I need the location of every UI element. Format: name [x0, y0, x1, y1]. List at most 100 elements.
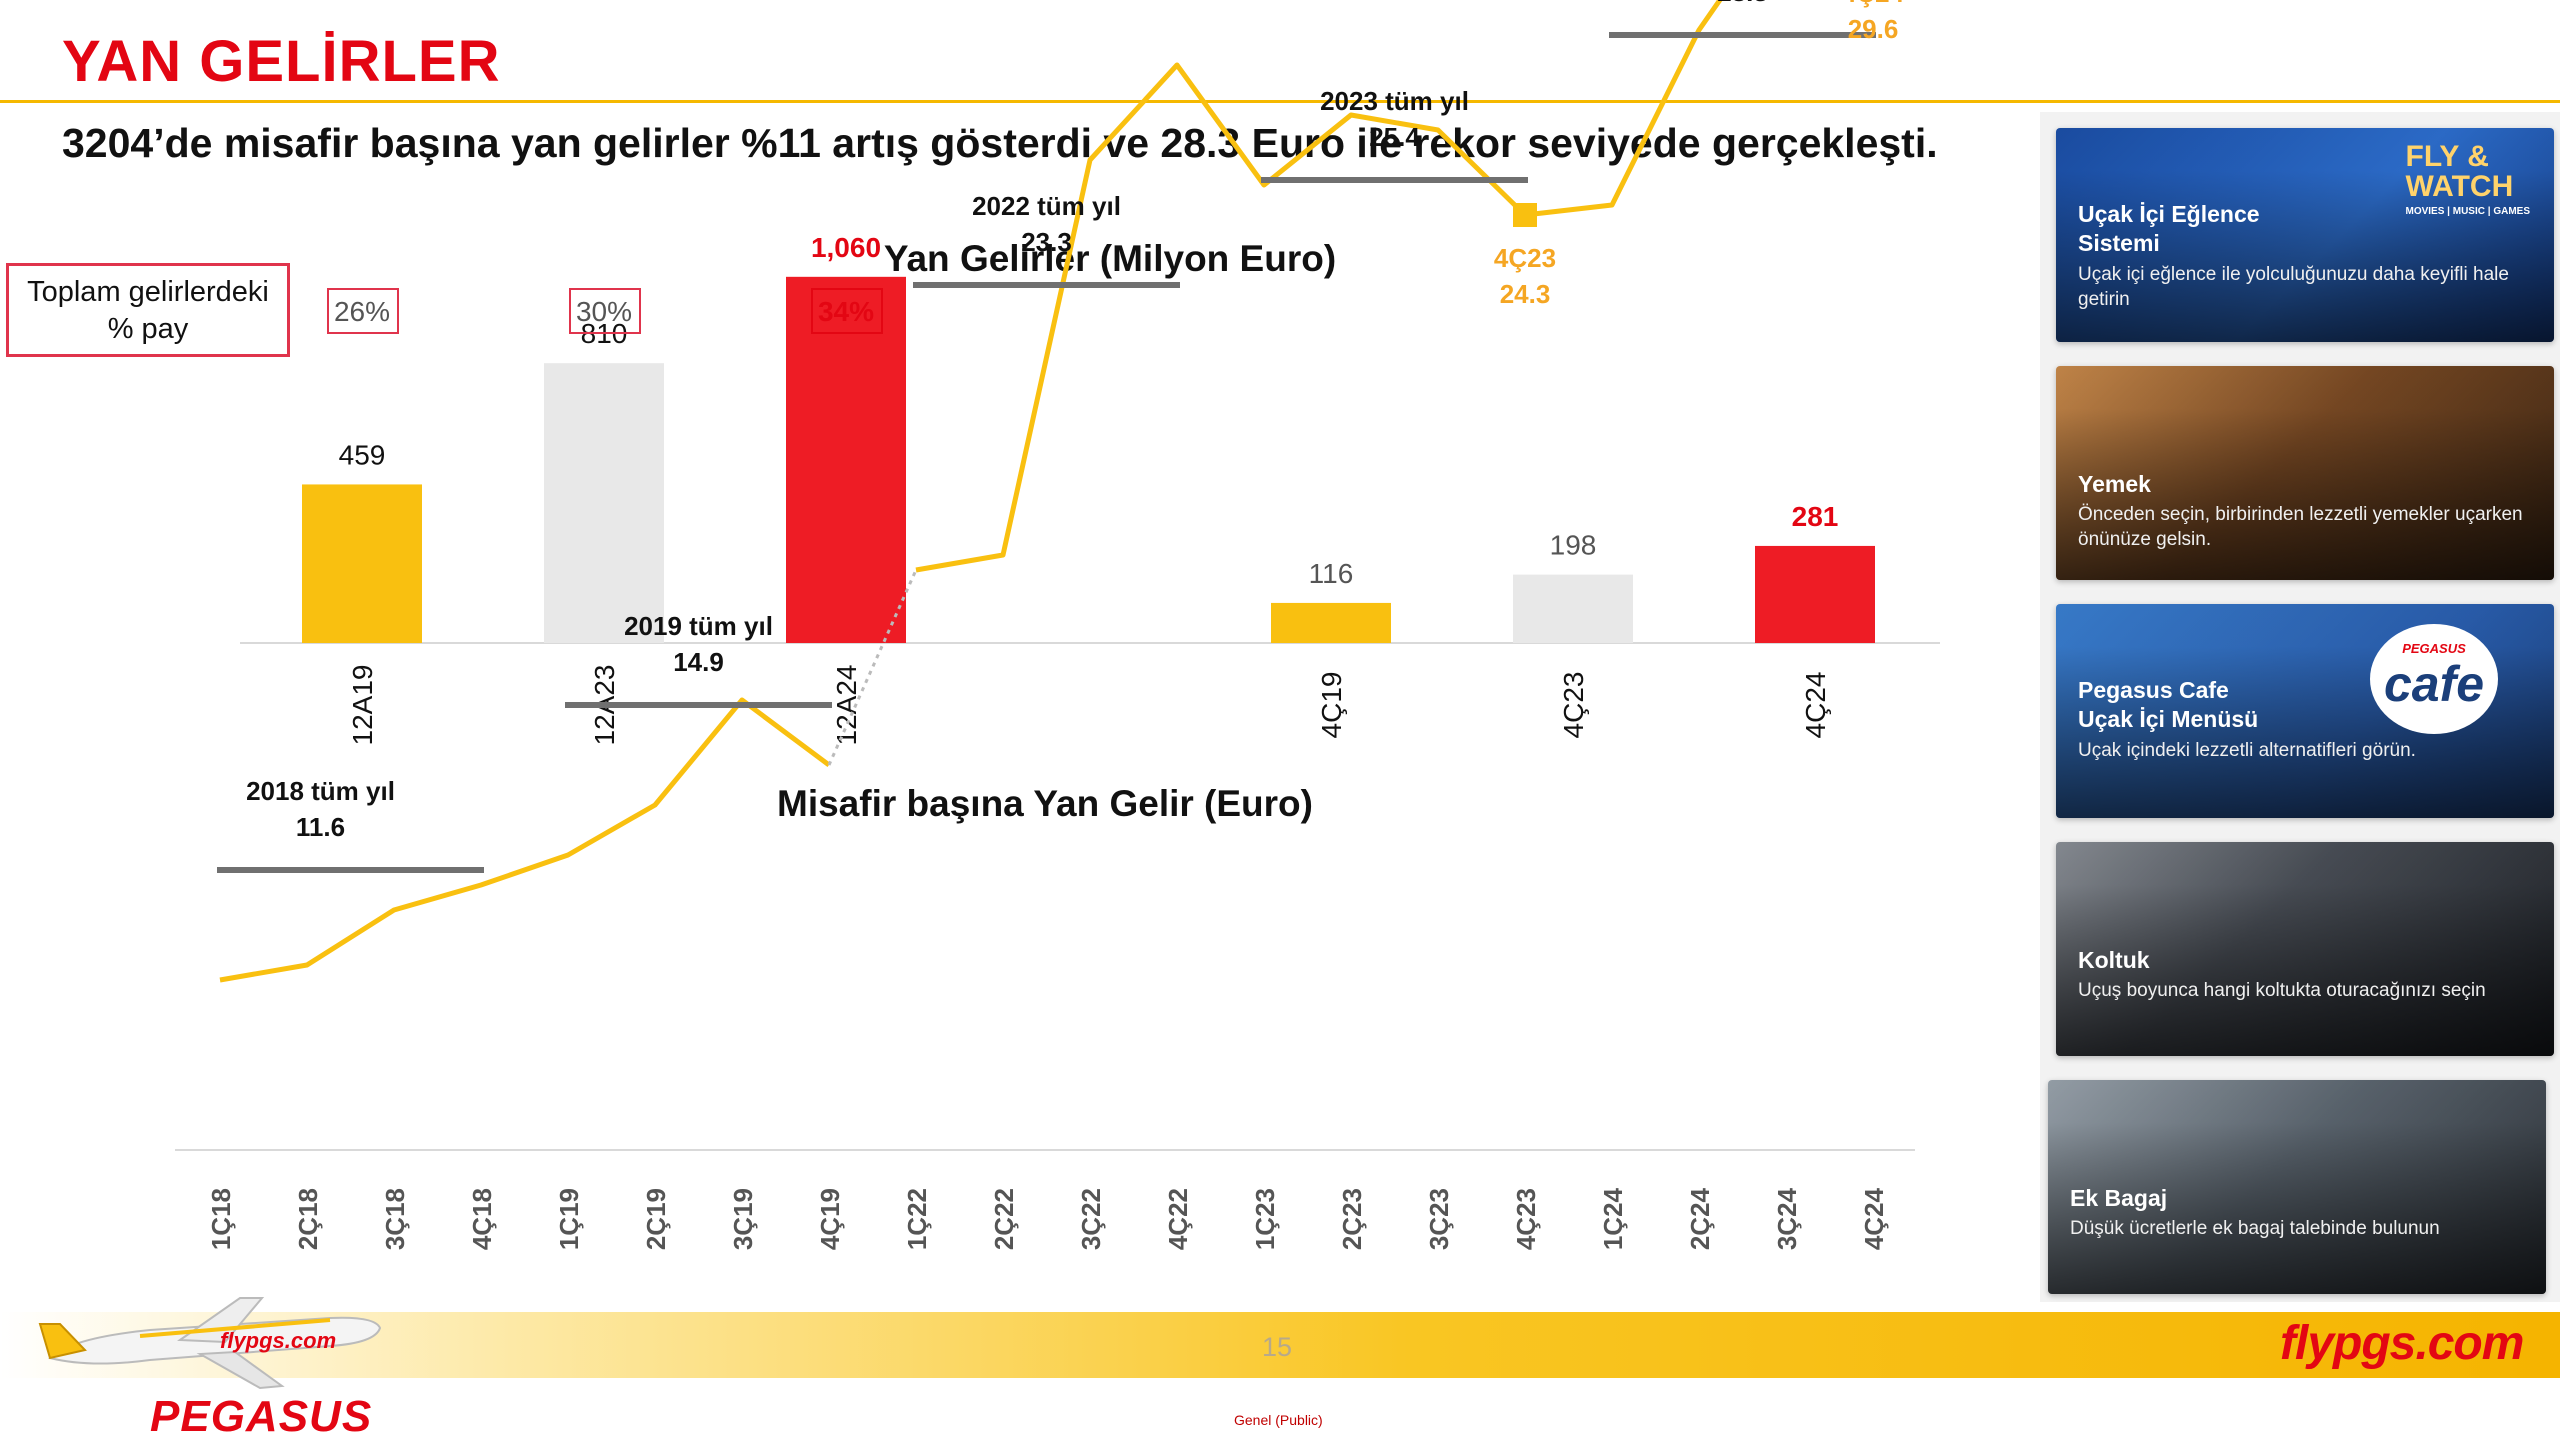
- bar-value-label: 198: [1550, 530, 1597, 561]
- series-line-0: [219, 697, 831, 983]
- share-percent-label: 30%: [576, 296, 632, 327]
- line-x-tick-label: 3Ç18: [380, 1188, 410, 1250]
- pegasus-logo: PEGASUS: [150, 1392, 373, 1441]
- line-x-tick-label: 1Ç18: [206, 1188, 236, 1250]
- line-x-tick-label: 3Ç22: [1076, 1188, 1106, 1250]
- line-x-tick-label: 4Ç18: [467, 1188, 497, 1250]
- card-shade: [2048, 1080, 2546, 1294]
- share-box: [327, 288, 399, 334]
- annual-average-value: 23.3: [1021, 227, 1072, 257]
- bar-category-label: 4Ç24: [1800, 672, 1831, 739]
- annual-average-label: 2023 tüm yıl: [1320, 86, 1469, 116]
- bar-5: [1755, 545, 1875, 643]
- line-x-tick-label: 3Ç19: [728, 1188, 758, 1250]
- service-card-3[interactable]: Koltuk Uçuş boyunca hangi koltukta oturac…: [2056, 842, 2554, 1056]
- page-title: YAN GELİRLER: [62, 29, 501, 94]
- line-x-tick-label: 4Ç23: [1511, 1188, 1541, 1250]
- bar-value-label: 459: [339, 439, 386, 470]
- services-panel: FLY & WATCH MOVIES | MUSIC | GAMES Uçak İç…: [2040, 112, 2560, 1302]
- bar-4: [1513, 574, 1633, 643]
- share-box: [811, 288, 883, 334]
- highlight-marker: [1513, 203, 1537, 227]
- line-x-tick-label: 3Ç23: [1424, 1188, 1454, 1250]
- share-legend-label: Toplam gelirlerdeki % pay: [27, 276, 269, 345]
- classification-label: Genel (Public): [1234, 1412, 1323, 1428]
- card-title: Yemek: [2078, 471, 2151, 497]
- bar-0: [302, 484, 422, 643]
- line-x-tick-label: 1Ç23: [1250, 1188, 1280, 1250]
- flypgs-logo: flypgs.com: [2280, 1317, 2524, 1370]
- card-badge: FLY & WATCH MOVIES | MUSIC | GAMES: [2406, 142, 2531, 218]
- series-gap-connector: [827, 569, 918, 766]
- annual-average-label: 2019 tüm yıl: [624, 611, 773, 641]
- airplane-icon: flypgs.com: [38, 1297, 382, 1390]
- line-x-tick-label: 4Ç22: [1163, 1188, 1193, 1250]
- bar-3: [1271, 602, 1391, 643]
- annual-average-label: 2022 tüm yıl: [972, 191, 1121, 221]
- line-x-tick-label: 1Ç24: [1598, 1187, 1628, 1250]
- line-x-tick-label: 4Ç19: [815, 1188, 845, 1250]
- share-percent-label: 26%: [334, 296, 390, 327]
- bar-value-label: 1,060: [811, 232, 881, 263]
- line-x-tick-label: 3Ç24: [1772, 1187, 1802, 1250]
- card-badge-title: cafe: [2383, 656, 2485, 712]
- highlight-value: 24.3: [1500, 279, 1551, 309]
- service-card-0[interactable]: FLY & WATCH MOVIES | MUSIC | GAMES Uçak İç…: [2056, 128, 2554, 342]
- card-title: Uçak İçi Eğlence Sistemi: [2078, 201, 2260, 256]
- bar-chart: Yan Gelirler (Milyon Euro)45912A1981012A…: [240, 232, 1940, 746]
- annual-average-value: 14.9: [673, 647, 724, 677]
- page-number: 15: [1262, 1332, 1293, 1362]
- line-x-tick-label: 2Ç18: [293, 1188, 323, 1250]
- bar-chart-title: Yan Gelirler (Milyon Euro): [884, 238, 1336, 279]
- annual-average-label: 2018 tüm yıl: [246, 776, 395, 806]
- card-shade: [2056, 366, 2554, 580]
- plane-livery-text: flypgs.com: [220, 1328, 336, 1353]
- service-card-2[interactable]: cafe PEGASUS Pegasus Cafe Uçak İçi Menüsü U…: [2056, 604, 2554, 818]
- line-x-tick-label: 1Ç19: [554, 1188, 584, 1250]
- line-chart: Misafir başına Yan Gelir (Euro) 1Ç18 2Ç18 3…: [175, 0, 1915, 1250]
- page-subtitle: 3204’de misafir başına yan gelirler %11 …: [62, 120, 1938, 166]
- service-card-1[interactable]: Yemek Önceden seçin, birbirinden lezzetli…: [2056, 366, 2554, 580]
- card-title: Ek Bagaj: [2070, 1185, 2168, 1211]
- line-x-tick-label: 2Ç24: [1685, 1187, 1715, 1250]
- highlight-label: 4Ç24: [1842, 0, 1905, 8]
- bar-category-label: 12A19: [347, 665, 378, 746]
- line-x-tick-label: 1Ç22: [902, 1188, 932, 1250]
- card-description: Uçuş boyunca hangi koltukta oturacağınız…: [2078, 980, 2486, 1001]
- bar-value-label: 116: [1309, 558, 1354, 589]
- card-shade: [2056, 128, 2554, 342]
- card-description: Düşük ücretlerle ek bagaj talebinde bulu…: [2070, 1218, 2440, 1239]
- bar-1: [544, 363, 664, 643]
- annual-average-value: 28.3: [1717, 0, 1768, 7]
- bar-category-label: 4Ç23: [1558, 672, 1589, 739]
- card-badge: cafe PEGASUS: [2370, 624, 2498, 734]
- line-x-tick-label: 4Ç24: [1859, 1187, 1889, 1250]
- line-chart-title: Misafir başına Yan Gelir (Euro): [777, 783, 1313, 824]
- share-legend-box: Toplam gelirlerdeki % pay: [6, 263, 290, 357]
- bar-2: [786, 276, 906, 643]
- bar-value-label: 281: [1792, 501, 1839, 532]
- highlight-value: 29.6: [1848, 14, 1899, 44]
- highlight-label: 4Ç23: [1494, 243, 1556, 273]
- card-badge-title: FLY & WATCH: [2405, 140, 2514, 203]
- share-box: [569, 288, 641, 334]
- card-description: Uçak içindeki lezzetli alternatifleri gö…: [2078, 740, 2416, 761]
- annual-average-value: 11.6: [296, 812, 345, 842]
- footer-band: [0, 1312, 2560, 1378]
- card-description: Uçak içi eğlence ile yolculuğunuzu daha …: [2078, 264, 2509, 310]
- card-badge-sub: PEGASUS: [2402, 641, 2466, 656]
- line-x-tick-label: 2Ç19: [641, 1188, 671, 1250]
- card-title: Koltuk: [2078, 947, 2150, 973]
- card-shade: [2056, 842, 2554, 1056]
- title-divider: [0, 100, 2560, 103]
- share-percent-label: 34%: [818, 296, 874, 327]
- bar-category-label: 4Ç19: [1316, 672, 1347, 739]
- card-title: Pegasus Cafe Uçak İçi Menüsü: [2078, 677, 2259, 732]
- series-line-1: [915, 0, 1723, 573]
- service-card-4[interactable]: Ek Bagaj Düşük ücretlerle ek bagaj talebi…: [2048, 1080, 2546, 1294]
- line-x-tick-label: 2Ç23: [1337, 1188, 1367, 1250]
- card-badge-sub: MOVIES | MUSIC | GAMES: [2405, 206, 2531, 217]
- line-x-tick-label: 2Ç22: [989, 1188, 1019, 1250]
- annual-average-value: 25.4: [1369, 122, 1420, 152]
